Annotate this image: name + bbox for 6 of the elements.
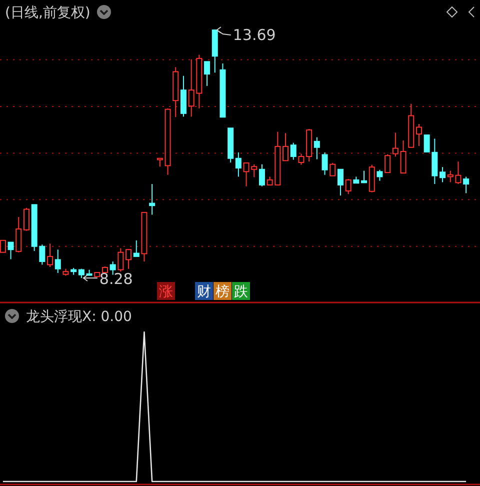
candlestick <box>235 152 242 178</box>
annotation: 13.69 <box>232 26 276 44</box>
annotation: 8.28 <box>99 270 133 288</box>
chart-title: (日线,前复权) <box>5 5 90 21</box>
candlestick <box>149 184 156 216</box>
chart-title: 龙头浮现X: 0.00 <box>26 309 132 325</box>
